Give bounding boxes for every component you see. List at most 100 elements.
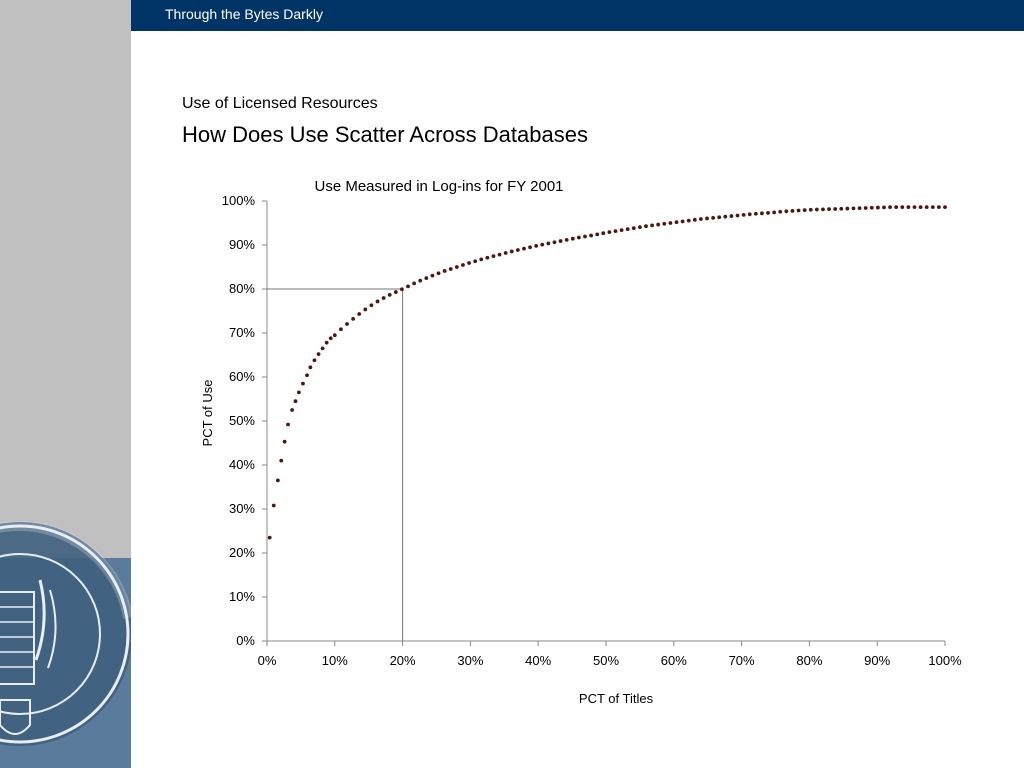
data-point — [351, 316, 356, 321]
slide-subtitle: Use of Licensed Resources — [182, 95, 378, 112]
chart-title: Use Measured in Log-ins for FY 2001 — [314, 178, 563, 195]
data-point — [650, 223, 655, 228]
data-point — [503, 251, 508, 255]
data-point — [528, 245, 532, 250]
data-point — [814, 207, 819, 212]
data-point — [692, 217, 697, 222]
data-point — [375, 299, 380, 304]
data-point — [747, 212, 752, 217]
data-point — [766, 211, 770, 215]
data-point — [796, 208, 801, 213]
y-tick-label: 30% — [229, 501, 255, 516]
y-tick-label: 90% — [229, 237, 255, 252]
data-point — [918, 205, 923, 210]
x-tick-label: 100% — [928, 653, 962, 668]
data-point — [869, 205, 874, 210]
y-tick-label: 0% — [236, 633, 255, 648]
data-point — [479, 257, 484, 262]
data-point — [558, 239, 563, 243]
data-point — [461, 263, 465, 267]
data-point — [924, 205, 929, 210]
data-point — [680, 219, 685, 224]
data-point — [857, 206, 862, 211]
data-point — [595, 232, 600, 237]
data-point — [711, 215, 716, 220]
data-point — [882, 205, 886, 210]
data-point — [912, 205, 917, 210]
data-point — [821, 207, 825, 212]
data-point — [583, 234, 587, 239]
y-tick-label: 10% — [229, 589, 255, 604]
data-point — [345, 322, 349, 326]
slide-title: How Does Use Scatter Across Databases — [182, 122, 588, 147]
data-point — [576, 235, 581, 240]
university-seal-logo — [0, 500, 131, 768]
data-point — [320, 346, 325, 351]
y-tick-label: 40% — [229, 457, 255, 472]
data-point — [894, 205, 899, 210]
data-point — [808, 207, 813, 212]
data-point — [286, 422, 290, 427]
data-point — [845, 206, 850, 211]
data-point — [393, 290, 398, 294]
data-point — [301, 381, 305, 386]
data-point — [339, 327, 343, 332]
x-tick-label: 70% — [729, 653, 755, 668]
data-point — [601, 231, 606, 236]
data-point — [467, 261, 471, 265]
data-point — [936, 205, 941, 210]
data-point — [656, 222, 661, 227]
data-point — [534, 244, 539, 248]
seal-graphic — [0, 521, 131, 746]
x-tick-label: 50% — [593, 653, 619, 668]
data-point — [357, 312, 362, 316]
y-tick-label: 60% — [229, 369, 255, 384]
data-point — [485, 255, 490, 260]
data-point — [324, 340, 329, 345]
data-point — [839, 206, 844, 211]
data-point — [279, 458, 284, 463]
data-point — [473, 259, 478, 264]
data-point — [454, 265, 459, 269]
data-point — [875, 205, 880, 210]
data-point — [400, 287, 404, 292]
data-point — [293, 399, 298, 404]
header-bar — [131, 0, 1024, 31]
data-point — [668, 221, 673, 225]
sidebar-gray-panel — [0, 0, 131, 558]
data-point — [267, 535, 272, 540]
data-point — [564, 237, 569, 242]
data-point — [305, 373, 309, 378]
data-point — [613, 229, 618, 234]
data-point — [662, 221, 667, 226]
data-points — [267, 205, 947, 540]
data-point — [705, 216, 709, 221]
data-point — [442, 269, 447, 273]
data-point — [509, 249, 514, 254]
data-point — [290, 408, 294, 412]
y-tick-label: 50% — [229, 413, 255, 428]
x-axis-ticks: 0% 10% 20% 30% 40% 50% 60% 70% 80% 90% 100% — [258, 641, 962, 668]
y-axis-ticks: 0% 10% 20% 30% 40% 50% 60% 70% 80% 90% 100% — [222, 193, 267, 648]
data-point — [802, 208, 807, 213]
reference-lines — [267, 288, 404, 641]
data-point — [540, 242, 545, 247]
data-point — [674, 220, 679, 225]
data-point — [833, 207, 838, 211]
data-point — [316, 352, 321, 357]
data-point — [619, 228, 624, 233]
data-point — [282, 439, 287, 444]
x-tick-label: 0% — [258, 653, 277, 668]
data-point — [625, 227, 630, 232]
data-point — [863, 206, 868, 210]
x-tick-label: 40% — [525, 653, 551, 668]
data-point — [900, 205, 905, 210]
data-point — [522, 246, 526, 251]
data-point — [332, 333, 337, 338]
data-point — [387, 292, 392, 297]
data-point — [381, 296, 386, 300]
data-point — [308, 365, 313, 370]
data-point — [644, 224, 648, 229]
x-tick-label: 80% — [796, 653, 822, 668]
data-point — [699, 217, 703, 221]
